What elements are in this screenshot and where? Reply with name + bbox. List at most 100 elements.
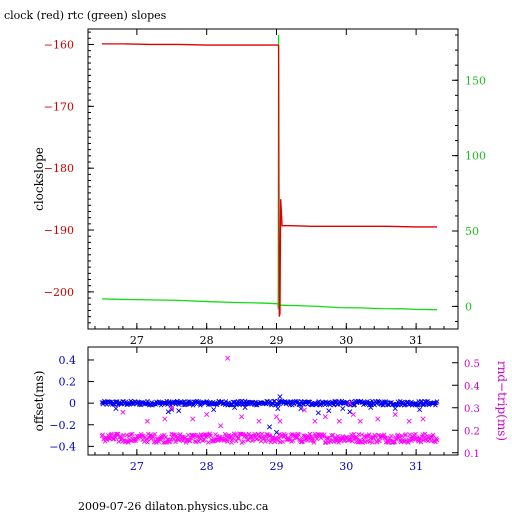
bottom-ytick-label: 0.2 (59, 376, 77, 389)
top-xtick-label: 30 (339, 334, 353, 347)
roundtrip-point (280, 439, 286, 444)
roundtrip-point (374, 439, 380, 445)
top-xtick-label: 28 (200, 334, 214, 347)
roundtrip-point (264, 432, 270, 437)
roundtrip-point (269, 437, 274, 443)
top-plot-marks (101, 35, 438, 317)
roundtrip-point (413, 431, 418, 437)
roundtrip-point-outlier (347, 400, 353, 406)
roundtrip-point (109, 431, 114, 437)
bottom-y2tick-label: 0.1 (464, 449, 480, 460)
roundtrip-point (430, 432, 436, 438)
offset-point-outlier (169, 407, 175, 413)
roundtrip-point (225, 439, 230, 444)
roundtrip-point (362, 439, 368, 445)
roundtrip-point-outlier (190, 416, 196, 422)
offset-point-outlier (298, 406, 304, 412)
roundtrip-point (349, 438, 355, 444)
top-ytick-label: −190 (44, 224, 74, 237)
top-ytick-label: −160 (44, 38, 74, 51)
roundtrip-point (377, 438, 382, 444)
roundtrip-point (329, 433, 334, 438)
top-plot-axes: 27 28 29 30 31 −160 −170 −180 −190 −200 0 50 100 150 (44, 29, 486, 347)
roundtrip-point (145, 440, 150, 445)
roundtrip-point (170, 432, 176, 437)
roundtrip-point (296, 432, 302, 437)
roundtrip-point-outlier (204, 411, 210, 418)
top-ylabel: clockslope (32, 147, 46, 211)
roundtrip-point (192, 438, 198, 444)
bottom-ytick-label: −0.2 (49, 419, 76, 432)
roundtrip-point (267, 433, 273, 439)
bottom-xtick-label: 29 (269, 460, 283, 473)
roundtrip-point (283, 433, 289, 438)
offset-point (434, 399, 440, 404)
roundtrip-point (381, 432, 387, 437)
roundtrip-point (392, 439, 397, 445)
bottom-panel: 27 28 29 30 31 0.4 0.2 0 −0.2 −0.4 0.1 0.2 0.3 0.4 0.5… (32, 346, 509, 473)
chart-title: clock (red) rtc (green) slopes (4, 9, 167, 22)
roundtrip-point-outlier (273, 414, 280, 420)
roundtrip-point (389, 433, 394, 439)
top-xtick-label: 27 (130, 334, 144, 347)
roundtrip-point-outlier (301, 407, 307, 413)
offset-point-outlier (113, 406, 119, 412)
roundtrip-point (235, 436, 241, 441)
roundtrip-point (433, 439, 438, 445)
rtc-slope-line (101, 298, 278, 305)
roundtrip-point (311, 440, 317, 445)
roundtrip-point-outlier (322, 414, 328, 420)
roundtrip-point (330, 432, 336, 438)
bottom-plot-axes: 27 28 29 30 31 0.4 0.2 0 −0.2 −0.4 0.1 0.2 0.3 0.4 0.5 (49, 347, 480, 473)
roundtrip-point-outlier (256, 418, 262, 424)
roundtrip-point (229, 440, 234, 445)
offset-point-outlier (315, 410, 321, 416)
top-y2tick-label: 150 (465, 74, 486, 87)
roundtrip-point (376, 432, 381, 438)
bottom-xtick-label: 31 (409, 460, 423, 473)
roundtrip-point (114, 431, 120, 437)
offset-point-outlier (347, 409, 353, 415)
offset-point-outlier (277, 394, 283, 400)
top-y2tick-label: 0 (465, 300, 472, 313)
top-y2tick-label: 100 (465, 150, 486, 163)
roundtrip-point (236, 435, 242, 441)
roundtrip-point (126, 440, 131, 445)
roundtrip-point (407, 432, 413, 437)
roundtrip-point (191, 432, 197, 438)
top-panel: 27 28 29 30 31−160−170−180−190−200050100150 … (32, 28, 486, 347)
roundtrip-point-outlier (225, 355, 231, 361)
roundtrip-point (287, 436, 293, 442)
top-ytick-label: −180 (44, 162, 74, 175)
roundtrip-point (369, 440, 375, 445)
top-xtick-label: 31 (409, 334, 423, 347)
roundtrip-point-outlier (350, 411, 356, 418)
offset-point-outlier (242, 404, 248, 410)
roundtrip-point-outlier (357, 418, 363, 424)
offset-point-outlier (176, 408, 182, 414)
offset-point-outlier (232, 404, 238, 410)
bottom-y2label: rnd−trip(ms) (495, 361, 509, 441)
clock-slope-line (101, 43, 279, 46)
roundtrip-point-outlier (277, 418, 283, 424)
bottom-plot-frame (87, 346, 459, 456)
roundtrip-point (351, 431, 357, 437)
roundtrip-point (212, 437, 218, 442)
offset-point (380, 402, 385, 408)
offset-point-outlier (266, 424, 273, 430)
roundtrip-point (412, 436, 417, 442)
roundtrip-point-outlier (336, 418, 342, 424)
offset-point-outlier (273, 429, 280, 435)
bottom-ytick-label: −0.4 (49, 440, 76, 453)
roundtrip-point-outlier (162, 416, 168, 422)
offset-point-outlier (340, 406, 346, 412)
roundtrip-point (206, 440, 211, 445)
bottom-xtick-label: 30 (339, 460, 353, 473)
roundtrip-point-outlier (406, 418, 412, 424)
roundtrip-point (246, 437, 251, 443)
roundtrip-point (307, 431, 313, 437)
top-y2tick-label: 50 (465, 225, 479, 238)
roundtrip-point (210, 438, 215, 444)
